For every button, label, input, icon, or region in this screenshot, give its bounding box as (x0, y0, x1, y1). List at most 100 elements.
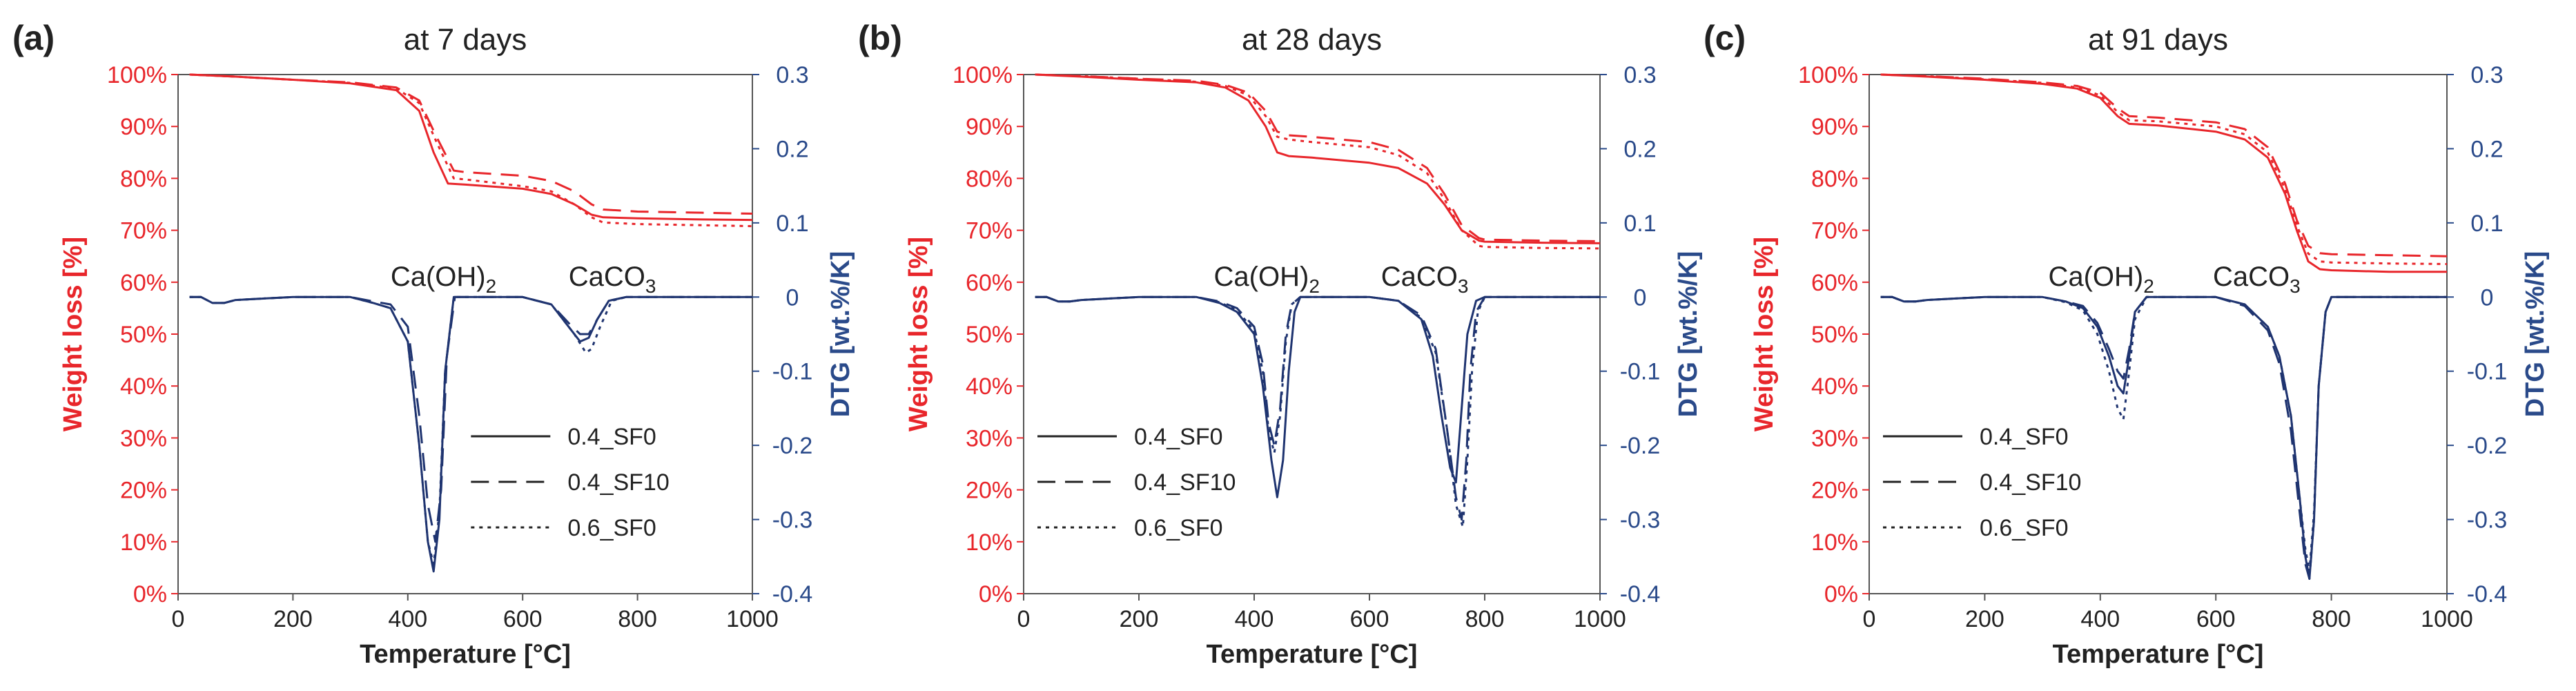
annotation-subscript: 2 (1309, 275, 1320, 297)
peak-annotation: CaCO3 (2213, 262, 2301, 297)
y-left-tick-label: 100% (953, 62, 1013, 88)
legend-label: 0.4_SF0 (1980, 424, 2069, 450)
y-right-tick-label: 0.3 (776, 62, 808, 88)
y-left-tick-label: 90% (120, 114, 167, 140)
weight-curve-0.6_SF0 (1880, 73, 2448, 265)
peak-annotation: CaCO3 (1381, 262, 1469, 297)
panel-title: at 28 days (1242, 23, 1382, 57)
x-tick-label: 0 (1863, 606, 1876, 632)
y-left-tick-label: 40% (1811, 373, 1858, 400)
y-left-tick-label: 60% (966, 270, 1013, 296)
y-right-tick-label: -0.2 (2467, 433, 2508, 459)
y-right-tick-label: -0.3 (1620, 507, 1661, 534)
y-left-tick-label: 10% (1811, 529, 1858, 556)
annotation-subscript: 3 (2290, 275, 2301, 297)
y-left-tick-label: 60% (1811, 270, 1858, 296)
legend-label: 0.6_SF0 (1134, 515, 1223, 541)
x-tick-label: 800 (2312, 606, 2351, 632)
x-tick-label: 400 (1235, 606, 1274, 632)
x-tick-label: 200 (1120, 606, 1159, 632)
y-right-tick-label: 0.2 (2470, 136, 2503, 162)
y-right-tick-label: -0.4 (2467, 581, 2508, 607)
y-right-tick-label: -0.3 (772, 507, 813, 534)
x-tick-label: 600 (503, 606, 543, 632)
panel-letter: (c) (1704, 19, 1746, 57)
annotation-subscript: 3 (645, 275, 656, 297)
annotation-subscript: 3 (1458, 275, 1469, 297)
y-right-tick-label: -0.1 (2467, 359, 2508, 385)
panel-letter: (b) (858, 19, 902, 57)
y-left-tick-label: 50% (1811, 322, 1858, 348)
x-tick-label: 1000 (726, 606, 779, 632)
y-right-tick-label: -0.4 (1620, 581, 1661, 607)
dtg-curve-0.6_SF0 (1880, 295, 2447, 573)
y-left-tick-label: 20% (120, 478, 167, 504)
weight-curve-0.4_SF0 (1035, 73, 1601, 244)
y-right-tick-label: 0 (1634, 284, 1647, 311)
y-right-tick-label: 0.1 (1623, 211, 1656, 237)
y-left-tick-label: 30% (1811, 425, 1858, 451)
y-right-tick-label: 0 (2481, 284, 2494, 311)
peak-annotation: Ca(OH)2 (391, 262, 496, 297)
y-right-axis-title: DTG [wt.%/K] (1674, 251, 1703, 418)
dtg-curve-0.4_SF0 (1035, 295, 1600, 498)
y-right-tick-label: 0.2 (776, 136, 808, 162)
x-tick-label: 400 (2080, 606, 2120, 632)
x-tick-label: 200 (1965, 606, 2004, 632)
y-left-tick-label: 40% (966, 373, 1013, 400)
y-right-tick-label: -0.1 (1620, 359, 1661, 385)
y-right-tick-label: 0.1 (776, 211, 808, 237)
x-axis-title: Temperature [°C] (1207, 640, 1418, 669)
y-left-tick-label: 20% (966, 478, 1013, 504)
plot-frame (1023, 74, 1601, 594)
y-left-tick-label: 10% (120, 529, 167, 556)
panel-title: at 7 days (404, 23, 527, 57)
weight-curve-0.4_SF0 (1880, 73, 2447, 273)
y-right-tick-label: -0.1 (772, 359, 813, 385)
dtg-curve-0.6_SF0 (1035, 295, 1600, 528)
dtg-curve-0.4_SF10 (1035, 295, 1600, 521)
legend-label: 0.4_SF0 (567, 424, 656, 450)
peak-annotation: CaCO3 (569, 262, 656, 297)
x-tick-label: 400 (388, 606, 427, 632)
weight-curve-0.6_SF0 (1035, 73, 1601, 250)
y-left-tick-label: 80% (966, 166, 1013, 192)
panel-letter: (a) (12, 19, 55, 57)
x-axis-title: Temperature [°C] (360, 640, 571, 669)
y-left-tick-label: 80% (120, 166, 167, 192)
y-left-tick-label: 0% (1824, 581, 1858, 607)
y-left-tick-label: 30% (120, 425, 167, 451)
dtg-curve-0.6_SF0 (189, 295, 752, 565)
y-left-tick-label: 0% (133, 581, 167, 607)
annotation-base: Ca(OH) (391, 262, 486, 292)
x-tick-label: 600 (1350, 606, 1389, 632)
y-left-tick-label: 10% (966, 529, 1013, 556)
weight-curve-0.6_SF0 (189, 73, 753, 228)
plot-frame (1868, 74, 2448, 594)
x-tick-label: 1000 (1574, 606, 1626, 632)
y-left-tick-label: 60% (120, 270, 167, 296)
y-left-tick-label: 40% (120, 373, 167, 400)
y-left-tick-label: 70% (120, 218, 167, 244)
panel-title: at 91 days (2088, 23, 2228, 57)
dtg-curve-0.4_SF0 (1880, 295, 2447, 580)
x-tick-label: 200 (273, 606, 313, 632)
x-tick-label: 800 (618, 606, 657, 632)
y-right-axis-title: DTG [wt.%/K] (2521, 251, 2550, 418)
y-right-tick-label: 0.3 (2470, 62, 2503, 88)
legend-label: 0.4_SF10 (1980, 469, 2081, 496)
y-left-tick-label: 70% (1811, 218, 1858, 244)
y-left-tick-label: 20% (1811, 478, 1858, 504)
y-left-axis-title: Weight loss [%] (1750, 237, 1779, 431)
legend-label: 0.4_SF10 (567, 469, 669, 496)
peak-annotation: Ca(OH)2 (2048, 262, 2154, 297)
y-right-tick-label: -0.4 (772, 581, 813, 607)
y-left-tick-label: 100% (1798, 62, 1858, 88)
panel-0: 0 200 400 600 800 1000 0% 10% 20% 30% 40% 50% 60% 70%… (12, 19, 855, 669)
x-tick-label: 600 (2196, 606, 2236, 632)
x-tick-label: 1000 (2421, 606, 2473, 632)
weight-curve-0.4_SF10 (189, 73, 753, 215)
weight-curve-0.4_SF10 (1035, 73, 1601, 242)
annotation-base: Ca(OH) (1214, 262, 1309, 292)
